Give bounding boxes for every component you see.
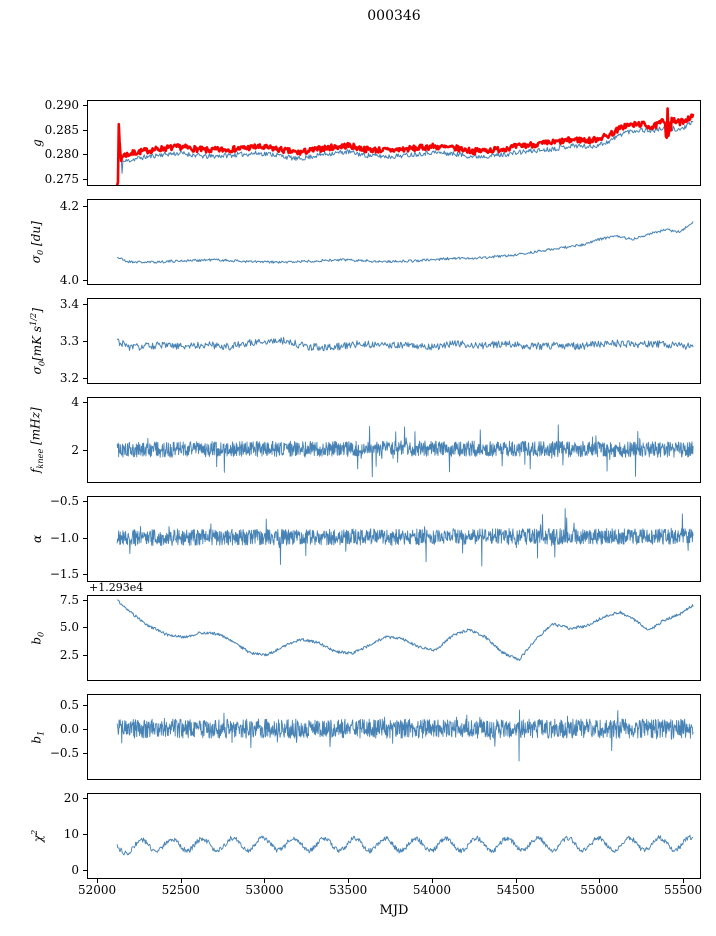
y-tick-label: 2.5 (59, 647, 79, 662)
y-tick-label: 0 (71, 863, 79, 878)
y-tick-mark (83, 627, 87, 629)
y-tick-label: 0.290 (44, 98, 79, 113)
x-tick-mark (515, 879, 517, 883)
y-axis-label-b0: b0 (24, 595, 50, 681)
x-tick-label: 55500 (663, 883, 703, 897)
plot-canvas-b0 (88, 596, 700, 680)
y-tick-mark (83, 154, 87, 156)
x-tick-label: 53500 (329, 883, 368, 897)
offset-text: +1.293e4 (89, 581, 144, 594)
x-tick-mark (180, 879, 182, 883)
y-tick-mark (83, 205, 87, 207)
y-axis-label-text: fknee [mHz] (28, 407, 46, 473)
x-tick-mark (599, 879, 601, 883)
y-tick-mark (83, 797, 87, 799)
y-tick-mark (83, 449, 87, 451)
x-tick-label: 52000 (77, 883, 117, 897)
y-tick-mark (83, 129, 87, 131)
y-tick-label: −1.0 (49, 530, 79, 545)
panel-b1 (87, 694, 701, 780)
y-tick-label: 7.5 (59, 592, 79, 607)
y-tick-label: −1.5 (49, 567, 79, 582)
panel-b0 (87, 595, 701, 681)
y-tick-mark (83, 599, 87, 601)
y-tick-mark (83, 105, 87, 107)
plot-canvas-alpha (88, 497, 700, 581)
y-tick-mark (83, 870, 87, 872)
y-tick-label: 0.0 (59, 721, 79, 736)
plot-canvas-b1 (88, 695, 700, 779)
plot-canvas-fknee (88, 398, 700, 482)
y-tick-mark (83, 377, 87, 379)
y-tick-label: 3.4 (59, 297, 79, 312)
y-tick-label: 2 (71, 442, 79, 457)
y-axis-label-fknee: fknee [mHz] (24, 397, 50, 483)
y-tick-label: 10 (63, 827, 79, 842)
y-axis-label-text: σ0 [du] (28, 220, 46, 263)
panel-alpha (87, 496, 701, 582)
x-tick-label: 55000 (580, 883, 619, 897)
x-tick-label: 54500 (496, 883, 535, 897)
x-tick-mark (348, 879, 350, 883)
y-tick-label: 4 (71, 394, 79, 409)
y-tick-mark (83, 537, 87, 539)
y-tick-mark (83, 704, 87, 706)
y-tick-label: 3.2 (59, 370, 79, 385)
x-tick-mark (431, 879, 433, 883)
x-tick-mark (683, 879, 685, 883)
x-axis-label: MJD (379, 903, 409, 918)
y-tick-mark (83, 752, 87, 754)
y-tick-mark (83, 280, 87, 282)
y-tick-label: 4.2 (59, 198, 79, 213)
y-tick-mark (83, 304, 87, 306)
y-tick-mark (83, 500, 87, 502)
panel-g (87, 100, 701, 186)
plot-canvas-g (88, 101, 700, 185)
y-tick-mark (83, 654, 87, 656)
y-tick-mark (83, 728, 87, 730)
panel-sigma0-mks (87, 298, 701, 384)
y-tick-mark (83, 834, 87, 836)
panel-fknee (87, 397, 701, 483)
panel-sigma0-du (87, 199, 701, 285)
y-tick-mark (83, 341, 87, 342)
x-tick-mark (97, 879, 99, 883)
y-tick-mark (83, 178, 87, 180)
y-tick-label: 3.3 (59, 334, 79, 348)
y-tick-label: 20 (63, 790, 79, 805)
plot-canvas-sigma0-du (88, 200, 700, 284)
x-tick-label: 52500 (161, 883, 200, 897)
y-tick-label: 0.275 (44, 171, 79, 186)
figure-title: 000346 (367, 8, 421, 24)
y-tick-mark (83, 401, 87, 403)
y-tick-label: 0.285 (44, 122, 79, 137)
y-tick-label: 5.0 (59, 620, 79, 635)
y-tick-label: −0.5 (49, 745, 79, 760)
x-tick-label: 54000 (412, 883, 452, 897)
x-tick-mark (264, 879, 266, 883)
y-tick-mark (83, 574, 87, 576)
panel-chi2 (87, 793, 701, 879)
y-tick-label: 0.5 (59, 697, 79, 712)
x-tick-label: 53000 (245, 883, 284, 897)
y-tick-label: 4.0 (59, 273, 79, 288)
y-tick-label: −0.5 (49, 493, 79, 508)
plot-canvas-sigma0-mks (88, 299, 700, 383)
y-axis-label-text: g (30, 139, 44, 147)
plot-canvas-chi2 (88, 794, 700, 878)
y-tick-label: 0.280 (44, 147, 79, 162)
